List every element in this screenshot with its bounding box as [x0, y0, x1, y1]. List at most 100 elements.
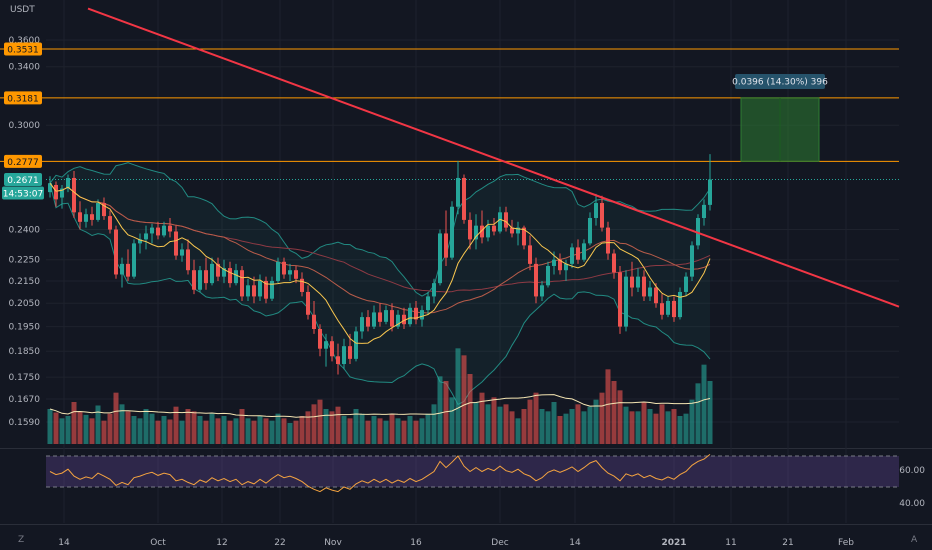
volume-bar: [299, 416, 305, 444]
candle-body: [366, 317, 370, 327]
candle-body: [288, 270, 292, 275]
volume-bar: [209, 413, 215, 444]
volume-bar: [557, 416, 563, 444]
candle-body: [306, 291, 310, 315]
candle-body: [222, 268, 226, 277]
candle-body: [234, 270, 238, 284]
volume-bar: [347, 418, 353, 444]
countdown-badge: [2, 186, 44, 200]
volume-bar: [611, 381, 617, 444]
candle-body: [558, 259, 562, 271]
price-tick-label: 0.2150: [9, 277, 41, 287]
volume-bar: [587, 406, 593, 444]
volume-bar: [419, 418, 425, 444]
horizontal-level-badge: [4, 154, 42, 168]
volume-bar: [233, 418, 239, 444]
candle-body: [486, 225, 490, 238]
candle-body: [318, 328, 322, 349]
candle-body: [78, 212, 82, 222]
auto-scale-button[interactable]: A: [911, 535, 918, 545]
date-tick-label: 14: [58, 538, 70, 548]
candle-body: [654, 287, 658, 304]
price-tick-label: 0.3400: [9, 63, 41, 73]
candle-body: [528, 245, 532, 264]
candle-body: [180, 249, 184, 256]
volume-bar: [623, 406, 629, 444]
volume-bar: [377, 418, 383, 444]
volume-bar: [83, 414, 89, 444]
candle-body: [114, 229, 118, 275]
volume-bar: [425, 413, 431, 444]
volume-bar: [371, 416, 377, 444]
volume-bar: [635, 411, 641, 444]
candle-body: [570, 247, 574, 264]
volume-bar: [329, 411, 335, 444]
currency-label[interactable]: USDT: [10, 5, 35, 15]
price-tick-label: 0.2400: [9, 226, 41, 236]
volume-bar: [287, 423, 293, 444]
volume-bar: [653, 413, 659, 444]
candle-body: [330, 341, 334, 357]
volume-bar: [509, 411, 515, 444]
candle-body: [516, 227, 520, 234]
candle-body: [198, 270, 202, 290]
candle-body: [396, 314, 400, 327]
countdown-label: 14:53:07: [3, 190, 43, 200]
volume-bar: [239, 409, 245, 444]
volume-bar: [227, 420, 233, 444]
volume-bar: [683, 413, 689, 444]
volume-bar: [599, 392, 605, 444]
candle-body: [390, 310, 394, 327]
candle-body: [102, 203, 106, 217]
candle-body: [678, 291, 682, 318]
volume-bar: [569, 409, 575, 444]
candle-body: [96, 203, 100, 220]
volume-bar: [341, 416, 347, 444]
candle-body: [144, 233, 148, 240]
horizontal-level-label: 0.3181: [7, 94, 39, 104]
volume-bar: [305, 411, 311, 444]
volume-bar: [437, 376, 443, 444]
volume-bar: [359, 413, 365, 444]
horizontal-level-label: 0.2777: [7, 158, 39, 168]
candle-body: [300, 278, 304, 292]
volume-bar: [443, 381, 449, 444]
volume-bar: [353, 409, 359, 444]
date-tick-label: 11: [725, 538, 736, 548]
volume-bar: [323, 409, 329, 444]
candle-body: [480, 225, 484, 238]
volume-bar: [617, 390, 623, 444]
price-range-tooltip: [735, 74, 825, 89]
current-price-badge: [4, 173, 42, 187]
candle-body: [312, 314, 316, 329]
candle-body: [126, 263, 130, 277]
goto-date-icon[interactable]: Z: [18, 535, 25, 545]
volume-bar: [701, 364, 707, 444]
volume-bar: [155, 420, 161, 444]
candle-body: [150, 227, 154, 234]
candle-body: [294, 270, 298, 279]
volume-bar: [455, 348, 461, 444]
volume-bar: [71, 402, 77, 444]
volume-bars: [47, 348, 713, 444]
candle-body: [462, 177, 466, 220]
date-tick-label: Nov: [324, 538, 342, 548]
candle-body: [414, 307, 418, 320]
candle-body: [552, 259, 556, 266]
candle-body: [474, 225, 478, 240]
candle-body: [438, 233, 442, 284]
price-tick-label: 0.1590: [9, 418, 41, 428]
volume-bar: [545, 411, 551, 444]
volume-bar: [473, 402, 479, 444]
volume-bar: [335, 406, 341, 444]
horizontal-level-badge: [4, 91, 42, 105]
candle-body: [228, 268, 232, 284]
candle-body: [384, 310, 388, 322]
volume-bar: [629, 411, 635, 444]
volume-bar: [275, 413, 281, 444]
candle-body: [378, 312, 382, 322]
volume-bar: [251, 420, 257, 444]
volume-bar: [119, 404, 125, 444]
volume-bar: [173, 406, 179, 444]
